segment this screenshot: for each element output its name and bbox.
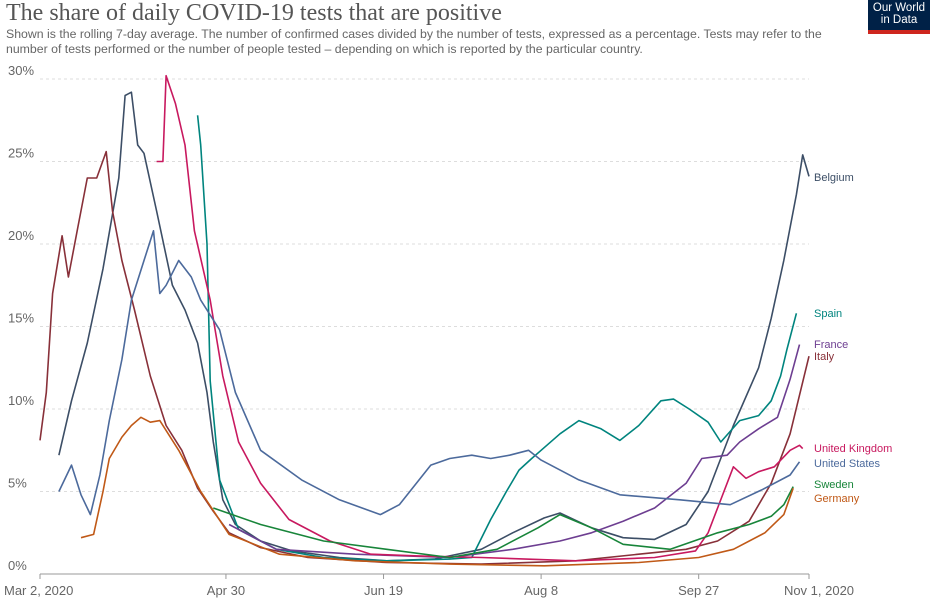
y-tick-label: 30%: [8, 63, 34, 78]
series-label: Germany: [814, 493, 860, 505]
owid-logo[interactable]: Our World in Data: [868, 0, 930, 34]
x-tick-label: Aug 8: [524, 583, 558, 598]
series-line-france: [228, 344, 801, 559]
series-label: Italy: [814, 351, 835, 363]
series-line-belgium: [58, 91, 810, 562]
x-tick-label: Jun 19: [364, 583, 403, 598]
chart-title: The share of daily COVID-19 tests that a…: [6, 0, 502, 26]
series-label: France: [814, 339, 848, 351]
series-line-italy: [39, 150, 810, 565]
y-tick-label: 15%: [8, 311, 34, 326]
series-label: United Kingdom: [814, 443, 892, 455]
series-line-sweden: [213, 486, 794, 559]
x-tick-label: Sep 27: [678, 583, 719, 598]
series-line-united-states: [58, 230, 801, 516]
chart-subtitle: Shown is the rolling 7-day average. The …: [6, 27, 822, 56]
series-label: Sweden: [814, 479, 854, 491]
y-tick-label: 5%: [8, 476, 27, 491]
y-tick-label: 25%: [8, 146, 34, 161]
x-tick-label: Mar 2, 2020: [4, 583, 73, 598]
series-line-united-kingdom: [156, 74, 804, 562]
x-tick-label: Nov 1, 2020: [784, 583, 854, 598]
y-tick-label: 20%: [8, 228, 34, 243]
series-label: Belgium: [814, 172, 854, 184]
y-tick-label: 10%: [8, 393, 34, 408]
series-line-germany: [80, 416, 794, 567]
series-label: Spain: [814, 308, 842, 320]
x-tick-label: Apr 30: [207, 583, 245, 598]
series-label: United States: [814, 458, 881, 470]
y-tick-label: 0%: [8, 558, 27, 573]
